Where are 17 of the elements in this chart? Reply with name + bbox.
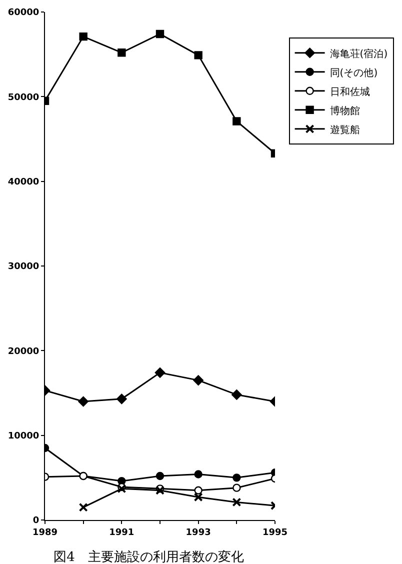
y-tick-label: 30000 [8, 262, 40, 272]
y-tick-label: 50000 [8, 92, 40, 103]
y-tick-label: 60000 [8, 8, 40, 18]
text: 図4 主要施設の利用者数の変化 [54, 549, 244, 564]
x-tick-label: 1991 [109, 528, 134, 538]
y-tick-label: 10000 [8, 431, 40, 442]
y-tick-label: 20000 [8, 346, 40, 357]
legend-label: 博物館 [330, 104, 360, 117]
legend-label: 同(その他) [330, 66, 378, 79]
legend-label: 海亀荘(宿泊) [330, 48, 388, 60]
y-tick-label: 0 [32, 516, 40, 526]
x-tick-label: 1993 [186, 528, 211, 538]
legend-label: 遊覧船 [330, 124, 360, 136]
x-tick-label: 1989 [32, 528, 58, 538]
x-tick-label: 1995 [262, 528, 288, 538]
y-tick-label: 40000 [8, 177, 40, 188]
legend-label: 日和佐城 [330, 86, 370, 98]
